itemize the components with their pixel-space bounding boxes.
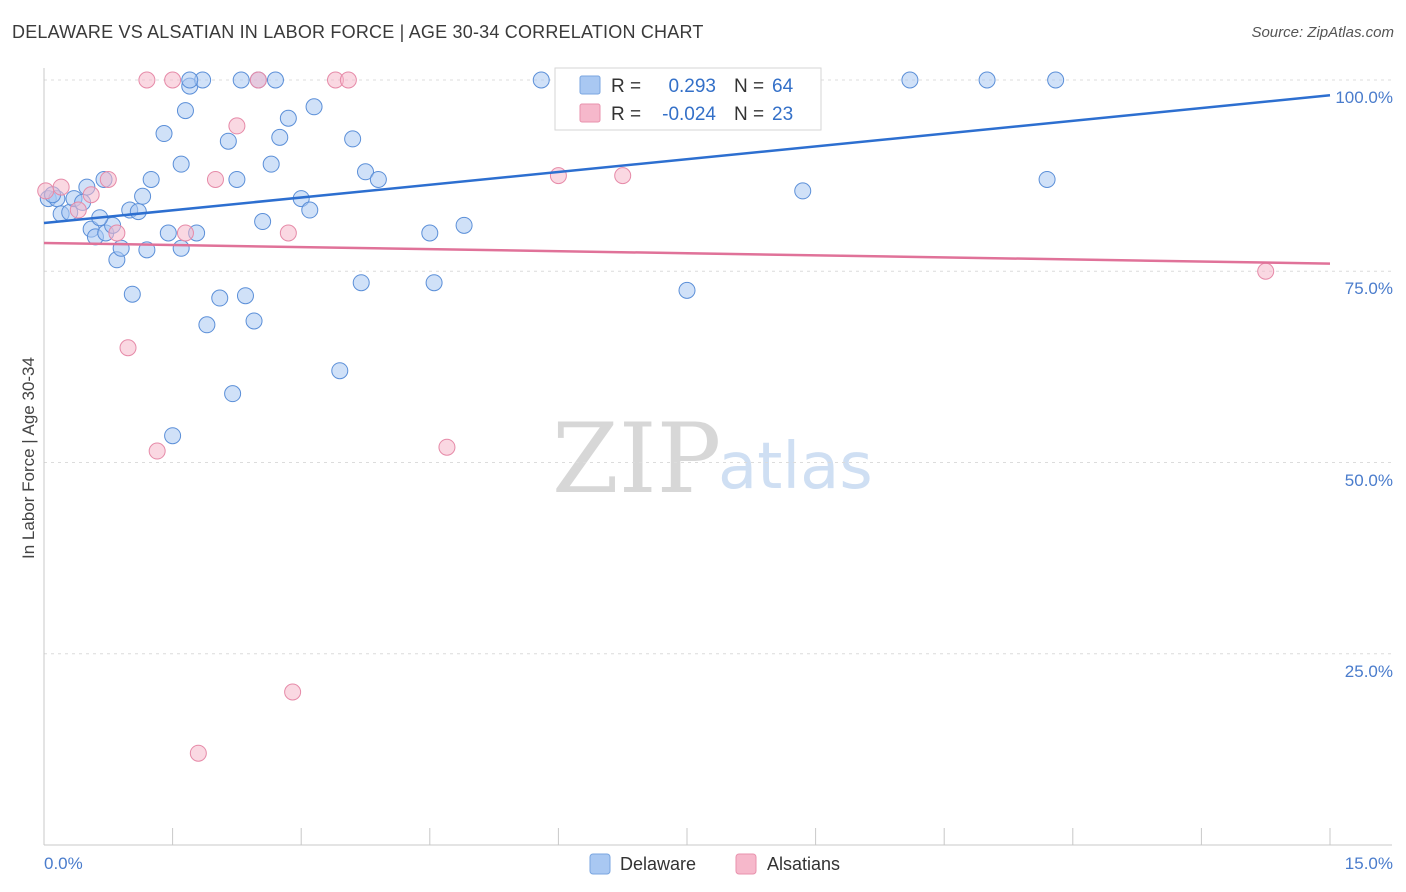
series-legend-label-alsatians: Alsatians [767, 854, 840, 874]
grid-lines [44, 79, 1392, 655]
legend-r-label-alsatians: R = [611, 104, 641, 125]
delaware-trend-line [43, 94, 1331, 225]
trend-lines [43, 94, 1331, 265]
delaware-point [352, 274, 370, 292]
x-tick-label-max: 15.0% [1345, 854, 1393, 873]
source-credit: Source: ZipAtlas.com [1251, 24, 1394, 41]
delaware-point [1047, 71, 1065, 89]
delaware-point [978, 71, 996, 89]
delaware-point [455, 216, 473, 234]
legend-r-value-delaware: 0.293 [668, 76, 716, 97]
delaware-point [129, 203, 147, 221]
series-legend-swatch-delaware [589, 853, 611, 875]
y-tick-labels: 25.0% 50.0% 75.0% 100.0% [1335, 88, 1393, 681]
delaware-point [198, 316, 216, 334]
alsatians-point [82, 186, 100, 204]
delaware-point [159, 224, 177, 242]
delaware-point [232, 71, 250, 89]
data-points [37, 71, 1275, 762]
delaware-point [266, 71, 284, 89]
delaware-point [425, 274, 443, 292]
legend-swatch-alsatians [579, 103, 601, 123]
delaware-point [228, 170, 246, 188]
delaware-point [181, 71, 199, 89]
alsatians-point [206, 170, 224, 188]
y-tick-label-25: 25.0% [1345, 662, 1393, 681]
legend-swatch-delaware [579, 75, 601, 95]
delaware-point [134, 187, 152, 205]
delaware-point [305, 98, 323, 116]
delaware-point [794, 182, 812, 200]
delaware-point [172, 239, 190, 257]
alsatians-point [189, 744, 207, 762]
delaware-point [164, 427, 182, 445]
y-tick-label-75: 75.0% [1345, 279, 1393, 298]
alsatians-point [279, 224, 297, 242]
alsatians-point [69, 201, 87, 219]
legend-n-value-delaware: 64 [772, 76, 794, 97]
alsatians-point [99, 170, 117, 188]
alsatians-point [164, 71, 182, 89]
delaware-point [532, 71, 550, 89]
delaware-point [1038, 170, 1056, 188]
delaware-point [211, 289, 229, 307]
y-tick-label-50: 50.0% [1345, 471, 1393, 490]
delaware-point [262, 155, 280, 173]
alsatians-point [148, 442, 166, 460]
stats-legend: R = 0.293 N = 64 R = -0.024 N = 23 [554, 67, 822, 131]
series-legend-swatch-alsatians [735, 853, 757, 875]
x-tick-label-min: 0.0% [44, 854, 83, 873]
delaware-point [224, 385, 242, 403]
alsatians-point [119, 339, 137, 357]
delaware-point [123, 285, 141, 303]
delaware-point [901, 71, 919, 89]
alsatians-point [52, 178, 70, 196]
legend-r-value-alsatians: -0.024 [662, 104, 716, 125]
delaware-point [678, 281, 696, 299]
chart-title: DELAWARE VS ALSATIAN IN LABOR FORCE | AG… [12, 22, 704, 42]
watermark-zip: ZIP [552, 403, 721, 515]
alsatians-point [138, 71, 156, 89]
delaware-point [331, 362, 349, 380]
delaware-point [172, 155, 190, 173]
delaware-point [112, 239, 130, 257]
delaware-point [369, 170, 387, 188]
alsatians-point [176, 224, 194, 242]
legend-n-value-alsatians: 23 [772, 104, 793, 125]
delaware-point [301, 201, 319, 219]
legend-r-label-delaware: R = [611, 76, 641, 97]
alsatians-point [339, 71, 357, 89]
series-legend: Delaware Alsatians [589, 853, 840, 875]
delaware-point [344, 130, 362, 148]
delaware-point [176, 102, 194, 120]
alsatians-point [37, 182, 55, 200]
alsatians-point [249, 71, 267, 89]
legend-n-label-delaware: N = [734, 76, 764, 97]
delaware-point [142, 170, 160, 188]
alsatians-trend-line [43, 241, 1331, 265]
y-tick-label-100: 100.0% [1335, 88, 1393, 107]
alsatians-point [1257, 262, 1275, 280]
delaware-point [271, 128, 289, 146]
alsatians-point [438, 438, 456, 456]
series-legend-label-delaware: Delaware [620, 854, 696, 874]
alsatians-point [284, 683, 302, 701]
delaware-point [279, 109, 297, 127]
delaware-point [421, 224, 439, 242]
alsatians-point [614, 167, 632, 185]
alsatians-point [549, 167, 567, 185]
legend-n-label-alsatians: N = [734, 104, 764, 125]
delaware-point [219, 132, 237, 150]
delaware-point [155, 125, 173, 143]
delaware-point [254, 213, 272, 231]
y-axis-title: In Labor Force | Age 30-34 [19, 357, 38, 559]
delaware-point [245, 312, 263, 330]
delaware-point [357, 163, 374, 181]
alsatians-point [228, 117, 246, 135]
watermark-atlas: atlas [718, 430, 873, 504]
delaware-point [236, 287, 254, 305]
alsatians-point [108, 224, 126, 242]
